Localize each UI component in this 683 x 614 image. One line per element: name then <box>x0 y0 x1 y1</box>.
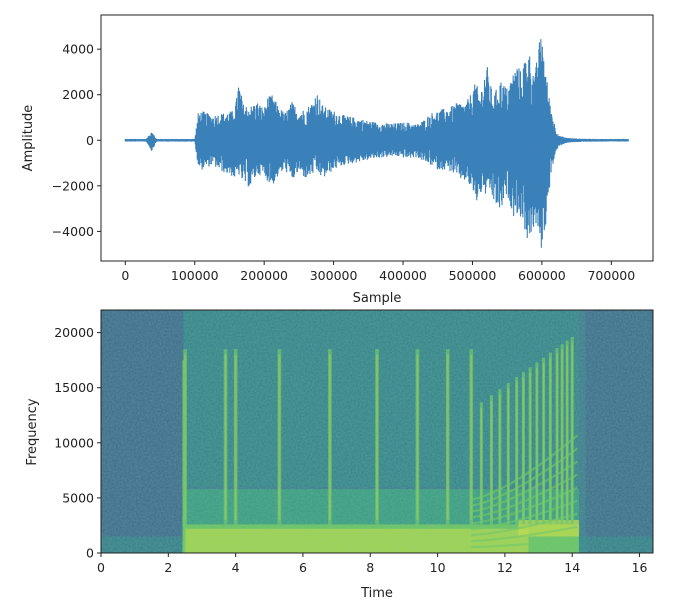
waveform-x-tick-label: 200000 <box>240 268 288 283</box>
waveform-x-tick-label: 300000 <box>310 268 358 283</box>
spectrogram-x-tick-label: 6 <box>299 560 307 575</box>
spectrogram-y-axis-label: Frequency <box>25 398 40 465</box>
waveform-y-ticks: 4000 2000 0 −2000 −4000 <box>52 42 101 239</box>
waveform-y-tick-label: 0 <box>86 133 94 148</box>
waveform-x-tick-label: 500000 <box>449 268 497 283</box>
waveform-x-tick-label: 0 <box>121 268 129 283</box>
spectrogram-axes-frame <box>100 309 654 554</box>
spectrogram-y-tick-label: 10000 <box>54 435 94 450</box>
waveform-series <box>124 39 629 248</box>
spectrogram-x-tick-label: 0 <box>97 560 105 575</box>
spectrogram-x-tick-label: 2 <box>164 560 172 575</box>
spectrogram-y-tick-label: 0 <box>86 546 94 561</box>
spectrogram-y-tick-label: 5000 <box>62 490 94 505</box>
spectrogram-y-tick-label: 15000 <box>54 380 94 395</box>
waveform-x-tick-label: 700000 <box>587 268 635 283</box>
spectrogram-x-tick-label: 12 <box>497 560 513 575</box>
spectrogram-x-tick-label: 4 <box>232 560 240 575</box>
waveform-x-tick-label: 100000 <box>171 268 219 283</box>
spectrogram-x-tick-label: 14 <box>564 560 580 575</box>
spectrogram-noise-texture <box>101 310 653 553</box>
waveform-y-tick-label: −4000 <box>52 224 94 239</box>
waveform-y-tick-label: 4000 <box>62 42 94 57</box>
waveform-plot: 0 100000 200000 300000 400000 500000 600000 700… <box>21 14 654 306</box>
spectrogram-y-tick-label: 20000 <box>54 325 94 340</box>
waveform-trace <box>124 39 629 248</box>
spectrogram-x-axis-label: Time <box>360 586 393 601</box>
waveform-y-tick-label: −2000 <box>52 178 94 193</box>
spectrogram-x-tick-label: 10 <box>430 560 446 575</box>
waveform-x-tick-label: 600000 <box>518 268 566 283</box>
waveform-y-tick-label: 2000 <box>62 87 94 102</box>
spectrogram-y-ticks: 20000 15000 10000 5000 0 <box>54 325 101 561</box>
waveform-x-axis-label: Sample <box>353 291 402 306</box>
waveform-x-ticks: 0 100000 200000 300000 400000 500000 600000 700… <box>121 261 635 283</box>
spectrogram-x-tick-label: 8 <box>366 560 374 575</box>
waveform-axes-frame <box>100 14 654 262</box>
waveform-x-tick-label: 400000 <box>379 268 427 283</box>
waveform-y-axis-label: Amplitude <box>21 105 36 172</box>
spectrogram-x-tick-label: 16 <box>632 560 648 575</box>
spectrogram-x-ticks: 0 2 4 6 8 10 12 14 16 <box>97 553 648 575</box>
